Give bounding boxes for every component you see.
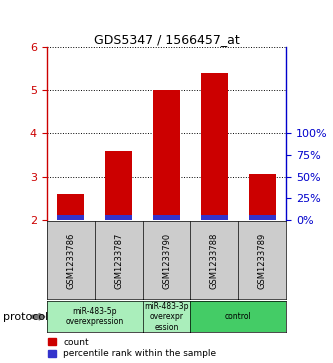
Text: GSM1233786: GSM1233786	[66, 232, 75, 289]
Text: GSM1233790: GSM1233790	[162, 232, 171, 289]
Bar	[153, 215, 180, 220]
Bar	[105, 215, 132, 220]
Text: GSM1233787: GSM1233787	[114, 232, 123, 289]
Bar	[57, 215, 84, 220]
Text: control: control	[225, 312, 252, 321]
Text: protocol: protocol	[3, 312, 49, 322]
Bar	[249, 174, 276, 220]
Bar	[153, 90, 180, 220]
Bar	[201, 215, 228, 220]
Bar	[249, 215, 276, 220]
Text: GSM1233788: GSM1233788	[210, 232, 219, 289]
Text: miR-483-5p
overexpression: miR-483-5p overexpression	[66, 307, 124, 326]
Bar	[201, 73, 228, 220]
Text: miR-483-3p
overexpr
ession: miR-483-3p overexpr ession	[144, 302, 189, 332]
Bar	[105, 151, 132, 220]
Legend: count, percentile rank within the sample: count, percentile rank within the sample	[48, 338, 216, 359]
Title: GDS5347 / 1566457_at: GDS5347 / 1566457_at	[94, 33, 239, 46]
Bar	[57, 194, 84, 220]
Text: GSM1233789: GSM1233789	[258, 232, 267, 289]
